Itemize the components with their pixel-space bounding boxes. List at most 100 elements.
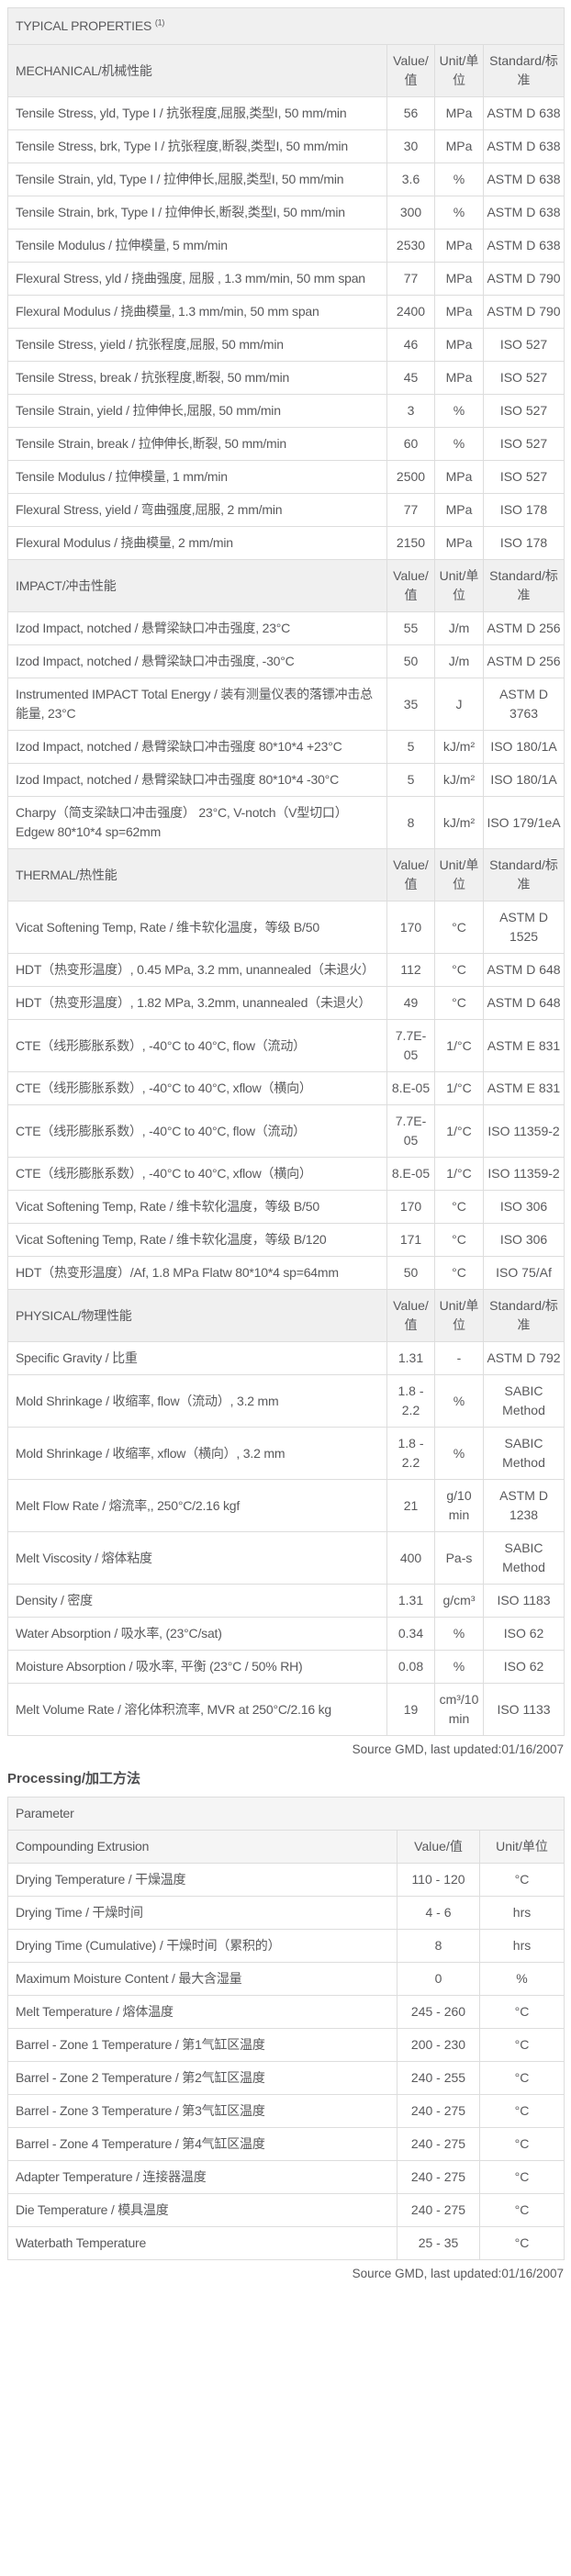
property-value: 1.31 bbox=[386, 1584, 435, 1618]
property-row: Tensile Strain, brk, Type I / 拉伸伸长,断裂,类型… bbox=[7, 196, 565, 230]
property-name: Tensile Strain, yld, Type I / 拉伸伸长,屈服,类型… bbox=[7, 162, 387, 196]
table-title-row: TYPICAL PROPERTIES (1) bbox=[6, 7, 565, 45]
property-name: Tensile Strain, break / 拉伸伸长,断裂, 50 mm/m… bbox=[7, 427, 387, 461]
property-standard: ISO 178 bbox=[482, 493, 565, 527]
property-unit: % bbox=[434, 1374, 484, 1428]
table-title-cell: TYPICAL PROPERTIES (1) bbox=[6, 7, 565, 45]
processing-row: Waterbath Temperature 25 - 35 °C bbox=[7, 2226, 565, 2260]
property-row: Charpy（简支梁缺口冲击强度） 23°C, V-notch（V型切口） Ed… bbox=[7, 796, 565, 849]
property-value: 2400 bbox=[386, 295, 435, 329]
parameter-value: 240 - 275 bbox=[397, 2193, 480, 2227]
parameter-unit: °C bbox=[478, 2028, 565, 2062]
property-unit: MPa bbox=[434, 129, 484, 163]
parameter-unit: °C bbox=[478, 2061, 565, 2095]
property-value: 19 bbox=[386, 1683, 435, 1736]
property-row: Tensile Stress, brk, Type I / 抗张程度,断裂,类型… bbox=[7, 129, 565, 163]
property-row: Flexural Stress, yield / 弯曲强度,屈服, 2 mm/m… bbox=[7, 493, 565, 527]
property-row: Tensile Stress, break / 抗张程度,断裂, 50 mm/m… bbox=[7, 361, 565, 395]
col-header-standard: Standard/标准 bbox=[482, 44, 565, 97]
property-standard: ASTM D 638 bbox=[482, 129, 565, 163]
property-name: Tensile Modulus / 拉伸模量, 5 mm/min bbox=[7, 229, 387, 263]
property-row: Vicat Softening Temp, Rate / 维卡软化温度，等级 B… bbox=[7, 1190, 565, 1224]
property-unit: MPa bbox=[434, 96, 484, 130]
property-value: 1.31 bbox=[386, 1341, 435, 1375]
property-row: Vicat Softening Temp, Rate / 维卡软化温度，等级 B… bbox=[7, 901, 565, 954]
property-unit: J/m bbox=[434, 611, 484, 645]
processing-row: Maximum Moisture Content / 最大含湿量 0% bbox=[7, 1962, 565, 1996]
property-name: Flexural Modulus / 挠曲模量, 1.3 mm/min, 50 … bbox=[7, 295, 387, 329]
property-name: Moisture Absorption / 吸水率, 平衡 (23°C / 50… bbox=[7, 1650, 387, 1684]
typical-properties-table: TYPICAL PROPERTIES (1) MECHANICAL/机械性能 Va… bbox=[6, 7, 565, 1736]
processing-row: Barrel - Zone 1 Temperature / 第1气缸区温度 200… bbox=[7, 2028, 565, 2062]
property-name: Flexural Stress, yield / 弯曲强度,屈服, 2 mm/m… bbox=[7, 493, 387, 527]
property-name: Melt Volume Rate / 溶化体积流率, MVR at 250°C/… bbox=[7, 1683, 387, 1736]
property-name: HDT（热变形温度）/Af, 1.8 MPa Flatw 80*10*4 sp=… bbox=[7, 1256, 387, 1290]
property-row: Specific Gravity / 比重 1.31- ASTM D 792 bbox=[7, 1341, 565, 1375]
property-value: 0.08 bbox=[386, 1650, 435, 1684]
property-unit: MPa bbox=[434, 328, 484, 362]
property-name: CTE（线形膨胀系数）, -40°C to 40°C, xflow（横向） bbox=[7, 1071, 387, 1105]
property-unit: % bbox=[434, 394, 484, 428]
group-header-cell: Compounding Extrusion bbox=[7, 1830, 397, 1864]
section-header-row: THERMAL/热性能 Value/值 Unit/单位 Standard/标准 bbox=[7, 848, 565, 902]
section-header-row: MECHANICAL/机械性能 Value/值 Unit/单位 Standard/标准 bbox=[7, 44, 565, 97]
parameter-unit: °C bbox=[478, 1995, 565, 2029]
section-title: MECHANICAL/机械性能 bbox=[7, 44, 387, 97]
col-header-unit: Unit/单位 bbox=[434, 848, 484, 902]
property-standard: ISO 11359-2 bbox=[482, 1104, 565, 1158]
property-name: Mold Shrinkage / 收缩率, xflow（横向）, 3.2 mm bbox=[7, 1427, 387, 1480]
processing-table: Parameter Compounding Extrusion Value/值 … bbox=[6, 1797, 565, 2260]
parameter-name: Barrel - Zone 1 Temperature / 第1气缸区温度 bbox=[7, 2028, 397, 2062]
property-row: Tensile Modulus / 拉伸模量, 1 mm/min 2500 MPa I… bbox=[7, 460, 565, 494]
parameter-name: Melt Temperature / 熔体温度 bbox=[7, 1995, 397, 2029]
parameter-header-cell: Parameter bbox=[6, 1797, 565, 1831]
property-name: Tensile Stress, brk, Type I / 抗张程度,断裂,类型… bbox=[7, 129, 387, 163]
parameter-name: Die Temperature / 模具温度 bbox=[7, 2193, 397, 2227]
property-unit: °C bbox=[434, 953, 484, 987]
property-name: CTE（线形膨胀系数）, -40°C to 40°C, flow（流动） bbox=[7, 1104, 387, 1158]
property-value: 5 bbox=[386, 730, 435, 764]
property-unit: MPa bbox=[434, 361, 484, 395]
col-header-unit: Unit/单位 bbox=[434, 1289, 484, 1342]
property-standard: ASTM D 638 bbox=[482, 196, 565, 230]
property-standard: SABIC Method bbox=[482, 1427, 565, 1480]
parameter-name: Maximum Moisture Content / 最大含湿量 bbox=[7, 1962, 397, 1996]
processing-row: Drying Time / 干燥时间 4 - 6 hrs bbox=[7, 1896, 565, 1930]
property-name: Melt Flow Rate / 熔流率,, 250°C/2.16 kgf bbox=[7, 1479, 387, 1532]
property-standard: ISO 527 bbox=[482, 328, 565, 362]
parameter-value: 245 - 260 bbox=[397, 1995, 480, 2029]
parameter-unit: °C bbox=[478, 2226, 565, 2260]
property-value: 3.6 bbox=[386, 162, 435, 196]
property-standard: ASTM D 256 bbox=[482, 611, 565, 645]
col-header-unit: Unit/单位 bbox=[434, 559, 484, 612]
property-standard: ISO 1183 bbox=[482, 1584, 565, 1618]
property-unit: % bbox=[434, 1650, 484, 1684]
col-header-value: Value/值 bbox=[386, 1289, 435, 1342]
property-standard: ASTM E 831 bbox=[482, 1071, 565, 1105]
processing-row: Barrel - Zone 4 Temperature / 第4气缸区温度 240… bbox=[7, 2127, 565, 2161]
property-name: Tensile Strain, yield / 拉伸伸长,屈服, 50 mm/m… bbox=[7, 394, 387, 428]
property-row: Flexural Stress, yld / 挠曲强度, 屈服 , 1.3 mm… bbox=[7, 262, 565, 296]
property-unit: 1/°C bbox=[434, 1019, 484, 1072]
property-name: Tensile Strain, brk, Type I / 拉伸伸长,断裂,类型… bbox=[7, 196, 387, 230]
property-value: 2150 bbox=[386, 526, 435, 560]
property-value: 55 bbox=[386, 611, 435, 645]
property-row: Tensile Strain, yld, Type I / 拉伸伸长,屈服,类型… bbox=[7, 162, 565, 196]
property-standard: ISO 306 bbox=[482, 1190, 565, 1224]
processing-heading: Processing/加工方法 bbox=[7, 1771, 141, 1786]
property-standard: ISO 527 bbox=[482, 460, 565, 494]
property-unit: °C bbox=[434, 1256, 484, 1290]
parameter-name: Waterbath Temperature bbox=[7, 2226, 397, 2260]
property-row: Flexural Modulus / 挠曲模量, 1.3 mm/min, 50 … bbox=[7, 295, 565, 329]
property-unit: MPa bbox=[434, 493, 484, 527]
section-header-row: PHYSICAL/物理性能 Value/值 Unit/单位 Standard/标准 bbox=[7, 1289, 565, 1342]
property-unit: 1/°C bbox=[434, 1157, 484, 1191]
property-name: Melt Viscosity / 熔体粘度 bbox=[7, 1531, 387, 1585]
source-note-properties: Source GMD, last updated:01/16/2007 bbox=[352, 1742, 564, 1756]
property-row: HDT（热变形温度）/Af, 1.8 MPa Flatw 80*10*4 sp=… bbox=[7, 1256, 565, 1290]
property-standard: ASTM D 638 bbox=[482, 162, 565, 196]
property-value: 300 bbox=[386, 196, 435, 230]
processing-row: Barrel - Zone 2 Temperature / 第2气缸区温度 240… bbox=[7, 2061, 565, 2095]
col-header-value: Value/值 bbox=[386, 559, 435, 612]
property-value: 30 bbox=[386, 129, 435, 163]
